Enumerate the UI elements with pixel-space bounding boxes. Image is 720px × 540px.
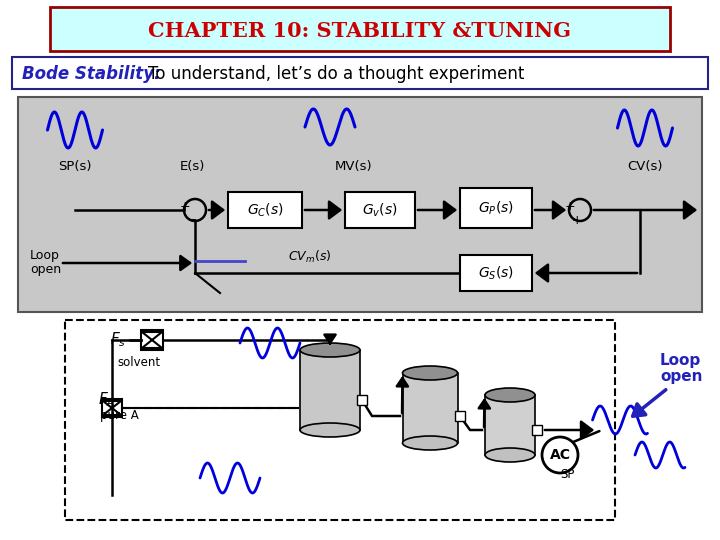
Text: MV(s): MV(s)	[335, 160, 373, 173]
Text: $G_C(s)$: $G_C(s)$	[247, 201, 284, 219]
FancyBboxPatch shape	[345, 192, 415, 228]
FancyBboxPatch shape	[402, 373, 457, 443]
FancyBboxPatch shape	[65, 320, 615, 520]
Ellipse shape	[402, 436, 457, 450]
Text: E(s): E(s)	[179, 160, 204, 173]
Text: CV(s): CV(s)	[627, 160, 662, 173]
Text: +: +	[564, 200, 575, 213]
Text: AC: AC	[549, 448, 570, 462]
FancyBboxPatch shape	[50, 7, 670, 51]
Text: Loop: Loop	[660, 353, 701, 368]
Text: open: open	[30, 264, 61, 276]
Text: SP: SP	[560, 469, 574, 482]
FancyBboxPatch shape	[12, 57, 708, 89]
Text: $G_P(s)$: $G_P(s)$	[478, 199, 514, 217]
FancyBboxPatch shape	[460, 188, 532, 228]
Text: +: +	[572, 213, 582, 226]
Text: Bode Stability:: Bode Stability:	[22, 65, 161, 83]
Text: $F_s$: $F_s$	[110, 330, 126, 349]
Text: $G_v(s)$: $G_v(s)$	[362, 201, 398, 219]
Circle shape	[542, 437, 578, 473]
Text: $G_S(s)$: $G_S(s)$	[478, 264, 514, 282]
FancyBboxPatch shape	[18, 97, 702, 312]
Text: +: +	[180, 200, 190, 213]
Text: SP(s): SP(s)	[58, 160, 91, 173]
Text: pure A: pure A	[100, 408, 139, 422]
FancyBboxPatch shape	[228, 192, 302, 228]
Text: $CV_m(s)$: $CV_m(s)$	[288, 249, 332, 265]
Ellipse shape	[485, 388, 535, 402]
Text: To understand, let’s do a thought experiment: To understand, let’s do a thought experi…	[148, 65, 524, 83]
FancyBboxPatch shape	[485, 395, 535, 455]
FancyBboxPatch shape	[460, 255, 532, 291]
Text: open: open	[660, 368, 703, 383]
Ellipse shape	[402, 366, 457, 380]
Text: $F_A$: $F_A$	[98, 390, 115, 409]
Ellipse shape	[300, 423, 360, 437]
FancyBboxPatch shape	[455, 411, 465, 421]
FancyBboxPatch shape	[300, 350, 360, 430]
Text: Loop: Loop	[30, 248, 60, 261]
Ellipse shape	[485, 448, 535, 462]
Text: −: −	[186, 213, 197, 226]
FancyBboxPatch shape	[357, 395, 367, 405]
FancyBboxPatch shape	[532, 425, 542, 435]
Text: solvent: solvent	[117, 355, 160, 368]
Text: CHAPTER 10: STABILITY &TUNING: CHAPTER 10: STABILITY &TUNING	[148, 21, 572, 41]
Ellipse shape	[300, 343, 360, 357]
